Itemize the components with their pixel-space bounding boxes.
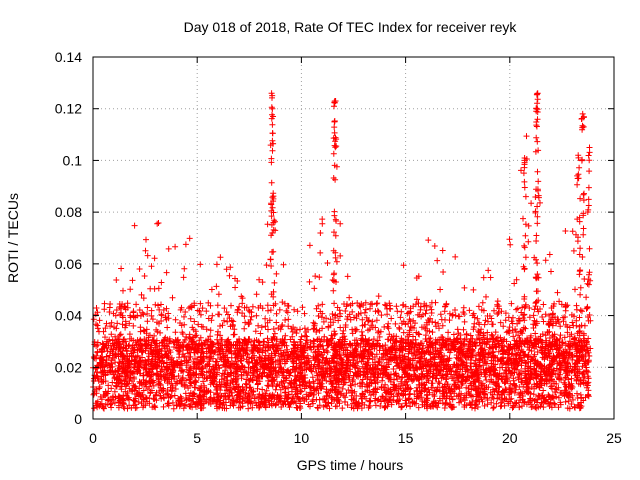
axis-ticks (92, 56, 615, 420)
y-tick-label: 0.08 (55, 204, 82, 220)
x-tick-labels: 0 5 10 15 20 25 (89, 430, 622, 446)
y-tick-label: 0.1 (63, 152, 83, 168)
y-tick-label: 0 (74, 411, 82, 427)
y-tick-label: 0.12 (55, 101, 82, 117)
x-tick-label: 20 (502, 430, 518, 446)
plot-frame (92, 56, 615, 420)
x-tick-label: 5 (193, 430, 201, 446)
x-tick-label: 15 (398, 430, 414, 446)
x-tick-label: 25 (606, 430, 622, 446)
y-tick-label: 0.06 (55, 256, 82, 272)
chart-title: Day 018 of 2018, Rate Of TEC Index for r… (184, 19, 518, 35)
y-tick-label: 0.02 (55, 359, 82, 375)
data-points (90, 90, 594, 412)
x-axis-label: GPS time / hours (297, 457, 404, 473)
roti-plus-markers (90, 90, 594, 412)
x-tick-label: 10 (294, 430, 310, 446)
x-tick-label: 0 (89, 430, 97, 446)
y-tick-labels: 0 0.02 0.04 0.06 0.08 0.1 0.12 0.14 (55, 49, 82, 427)
y-tick-label: 0.04 (55, 308, 82, 324)
y-axis-label: ROTI / TECUs (5, 193, 21, 283)
y-tick-label: 0.14 (55, 49, 82, 65)
